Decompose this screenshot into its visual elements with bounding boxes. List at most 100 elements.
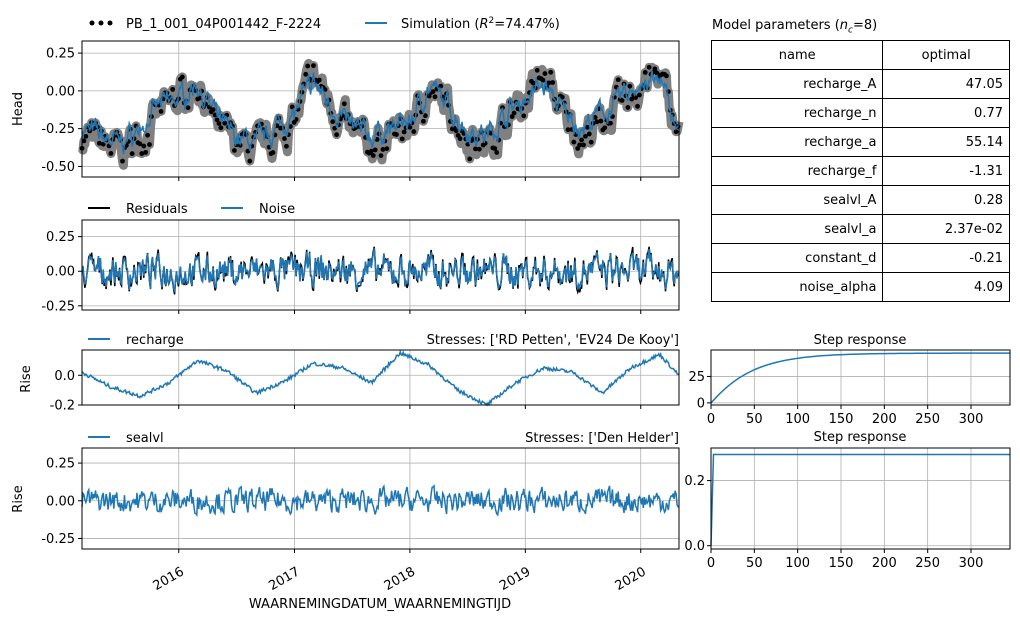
xtick-label: 2020: [613, 564, 649, 594]
observation-point: [185, 105, 191, 111]
param-value: 4.09: [882, 272, 1010, 302]
params-row: recharge_f -1.31: [710, 156, 1010, 186]
observation-point: [282, 136, 287, 141]
observation-point: [237, 142, 243, 148]
ytick-label: 0.25: [46, 47, 75, 62]
observation-point: [575, 146, 581, 151]
xtick-label: 2016: [151, 564, 187, 594]
ytick-label: 0.00: [46, 265, 75, 280]
observation-point: [577, 142, 583, 148]
observation-point: [625, 105, 631, 110]
legend-sealvl-label: sealvl: [126, 431, 164, 446]
observation-point: [422, 113, 428, 119]
sealvl-xticks: 2016 2017 2018 2019 2020: [151, 564, 649, 594]
observation-point: [401, 129, 407, 135]
observation-point: [542, 71, 548, 76]
ytick-label: -0.50: [41, 160, 75, 175]
recharge-stresses-label: Stresses: ['RD Petten', 'EV24 De Kooy']: [427, 333, 679, 348]
legend-recharge-label: recharge: [126, 333, 184, 348]
xtick-label: 50: [746, 412, 763, 427]
observation-point: [179, 74, 185, 80]
observation-point: [214, 117, 220, 123]
param-name: recharge_A: [710, 69, 884, 99]
observations-band: [78, 58, 684, 170]
recharge-grid: [82, 350, 679, 406]
sealvl-yticks: 0.25 0.00 -0.25: [41, 457, 642, 553]
xtick-label: 100: [785, 556, 810, 571]
observation-point: [143, 149, 149, 155]
observation-point: [627, 83, 633, 89]
legend-simulation-label: Simulation (R2=74.47%): [401, 16, 560, 32]
observation-point: [583, 133, 588, 139]
xtick-label: 200: [872, 556, 897, 571]
param-name: noise_alpha: [710, 272, 884, 302]
params-table: name optimal recharge_A 47.05 recharge_n 0.…: [710, 40, 1010, 302]
step-recharge-series: [710, 352, 1011, 404]
observation-point: [341, 101, 347, 107]
head-yticks: 0.25 0.00 -0.25 -0.50: [41, 47, 642, 181]
observation-point: [384, 146, 390, 151]
observation-point: [511, 110, 517, 116]
params-row: recharge_a 55.14: [710, 127, 1010, 157]
observation-point: [581, 142, 586, 148]
xtick-label: 200: [872, 412, 897, 427]
param-name: recharge_a: [710, 127, 884, 157]
head-axes-frame: [81, 40, 680, 178]
observation-point: [100, 141, 106, 147]
xtick-label: 2017: [266, 564, 302, 594]
observation-point: [633, 95, 638, 101]
observation-point: [372, 147, 378, 153]
observation-point: [270, 150, 276, 155]
observation-point: [646, 64, 652, 70]
ytick-label: -0.25: [41, 122, 75, 137]
x-axis-label: WAARNEMINGDATUM_WAARNEMINGTIJD: [249, 597, 511, 612]
residuals-panel: 0.25 0.00 -0.25 Residuals Noise: [41, 202, 680, 314]
observation-point: [592, 114, 598, 120]
observation-point: [584, 124, 590, 130]
observation-point: [608, 120, 613, 126]
observation-point: [96, 140, 102, 146]
observation-point: [473, 146, 478, 152]
param-value: 2.37e-02: [882, 214, 1010, 244]
observation-point: [637, 92, 642, 98]
observation-point: [247, 158, 253, 164]
observation-point: [457, 136, 463, 142]
ytick-label: 0.25: [46, 457, 75, 472]
step-response-line: [710, 453, 1010, 546]
xtick-label: 2019: [497, 564, 533, 594]
residuals-series: [81, 246, 680, 295]
param-value: 47.05: [882, 69, 1010, 99]
params-table-body: recharge_A 47.05 recharge_n 0.77 recharge_a 5…: [710, 69, 1010, 302]
param-value: 0.77: [882, 98, 1010, 128]
legend-noise-label: Noise: [259, 202, 295, 217]
observation-point: [642, 70, 648, 75]
observation-point: [421, 118, 426, 124]
recharge-axes-frame: [81, 349, 680, 406]
observation-point: [546, 80, 552, 86]
legend-obs-marker: [107, 20, 113, 26]
observation-point: [394, 132, 399, 137]
ytick-label: -0.2: [50, 399, 75, 414]
head-panel: 0.25 0.00 -0.25 -0.50 Head PB_1_001_04P0014…: [11, 16, 684, 181]
sealvl-line: [81, 484, 680, 517]
observation-point: [197, 95, 203, 101]
xtick-label: 2018: [382, 564, 418, 594]
params-row: sealvl_A 0.28: [710, 185, 1010, 215]
ytick-label: 0: [697, 396, 705, 411]
observation-point: [141, 143, 147, 149]
params-row: noise_alpha 4.09: [710, 272, 1010, 302]
recharge-line: [81, 349, 680, 407]
observation-point: [476, 146, 482, 152]
observation-point: [330, 119, 336, 124]
observation-point: [334, 132, 340, 138]
observation-point: [540, 77, 546, 83]
ytick-label: 25: [688, 370, 705, 385]
observation-point: [530, 80, 536, 86]
param-name: recharge_f: [710, 156, 884, 186]
observation-point: [303, 71, 309, 77]
legend-obs-marker: [98, 20, 104, 26]
observation-point: [615, 77, 621, 83]
observation-point: [231, 148, 237, 153]
observation-point: [170, 86, 176, 92]
